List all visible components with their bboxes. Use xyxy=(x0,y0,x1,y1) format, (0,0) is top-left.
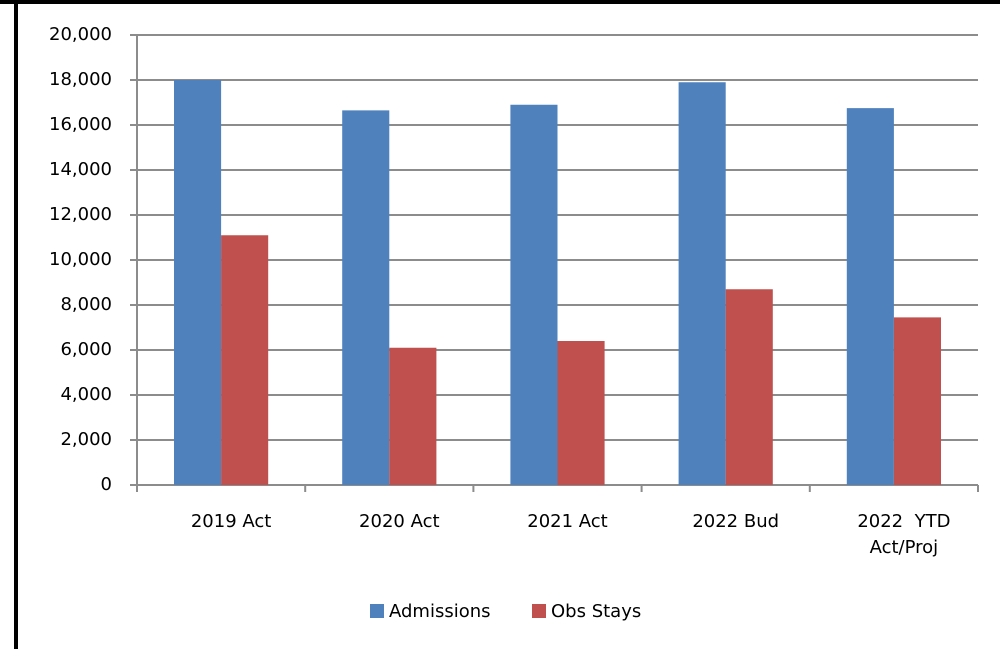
bar xyxy=(389,347,437,485)
bar xyxy=(725,289,773,485)
bar xyxy=(846,108,894,485)
x-tick-label: 2022 Bud xyxy=(692,511,780,532)
legend-label: Obs Stays xyxy=(551,601,641,622)
y-tick-label: 2,000 xyxy=(60,429,112,450)
x-tick-label: 2021 Act xyxy=(527,511,608,532)
y-tick-label: 12,000 xyxy=(49,204,112,225)
x-tick-label: 2020 Act xyxy=(359,511,440,532)
y-tick-label: 4,000 xyxy=(60,384,112,405)
y-tick-label: 20,000 xyxy=(49,24,112,45)
x-tick-label: 2019 Act xyxy=(190,511,272,532)
bar xyxy=(557,341,605,485)
legend-swatch xyxy=(370,604,384,618)
y-tick-label: 0 xyxy=(101,474,112,495)
frame-top xyxy=(0,0,1000,4)
frame-left xyxy=(14,0,18,649)
legend-swatch xyxy=(532,604,546,618)
y-tick-label: 14,000 xyxy=(49,159,112,180)
bar xyxy=(510,104,558,485)
bar xyxy=(221,235,269,485)
y-tick-label: 18,000 xyxy=(49,69,112,90)
y-tick-label: 10,000 xyxy=(49,249,112,270)
y-tick-label: 6,000 xyxy=(60,339,112,360)
y-tick-label: 16,000 xyxy=(49,114,112,135)
bar xyxy=(678,82,726,485)
bar xyxy=(174,80,222,485)
bar xyxy=(342,110,390,485)
x-tick-label: 2022 YTD Act/Proj xyxy=(857,511,957,558)
legend-label: Admissions xyxy=(389,601,491,622)
bar xyxy=(893,317,941,485)
y-tick-label: 8,000 xyxy=(60,294,112,315)
